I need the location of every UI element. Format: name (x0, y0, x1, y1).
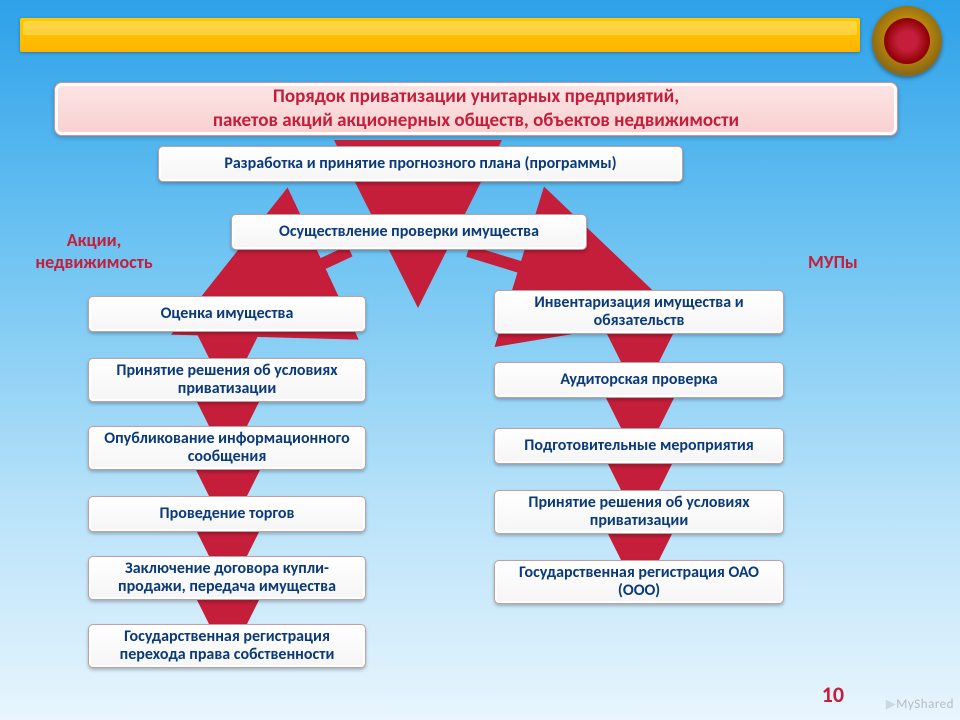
title-line2: пакетов акций акционерных обществ, объек… (213, 109, 739, 133)
flow-node-r5: Государственная регистрация ОАО (ООО) (494, 560, 784, 604)
state-emblem-icon (872, 6, 942, 76)
right-branch-label: МУПы (808, 252, 858, 274)
slide-title: Порядок приватизации унитарных предприят… (54, 82, 898, 136)
flow-node-l4: Проведение торгов (88, 496, 366, 532)
title-line1: Порядок приватизации унитарных предприят… (273, 85, 679, 109)
left-branch-label: Акции, недвижимость (24, 230, 164, 273)
watermark: ▶MyShared (886, 697, 954, 712)
flow-node-r1: Инвентаризация имущества и обязательств (494, 290, 784, 334)
flow-node-r2: Аудиторская проверка (494, 362, 784, 398)
flow-node-l2: Принятие решения об условиях приватизаци… (88, 358, 366, 402)
top-accent-bar (20, 18, 860, 52)
page-number: 10 (822, 681, 844, 708)
emblem-stars: ✦✦✦ (884, 0, 932, 5)
flow-node-r4: Принятие решения об условиях приватизаци… (494, 490, 784, 534)
flow-node-r3: Подготовительные мероприятия (494, 428, 784, 464)
flow-node-l5: Заключение договора купли-продажи, перед… (88, 556, 366, 600)
flow-node-l1: Оценка имущества (88, 296, 366, 332)
flow-node-l6: Государственная регистрация перехода пра… (88, 624, 366, 668)
flow-node-n2: Осуществление проверки имущества (231, 214, 587, 250)
flow-node-l3: Опубликование информационного сообщения (88, 426, 366, 470)
flow-node-n1: Разработка и принятие прогнозного плана … (158, 146, 683, 182)
